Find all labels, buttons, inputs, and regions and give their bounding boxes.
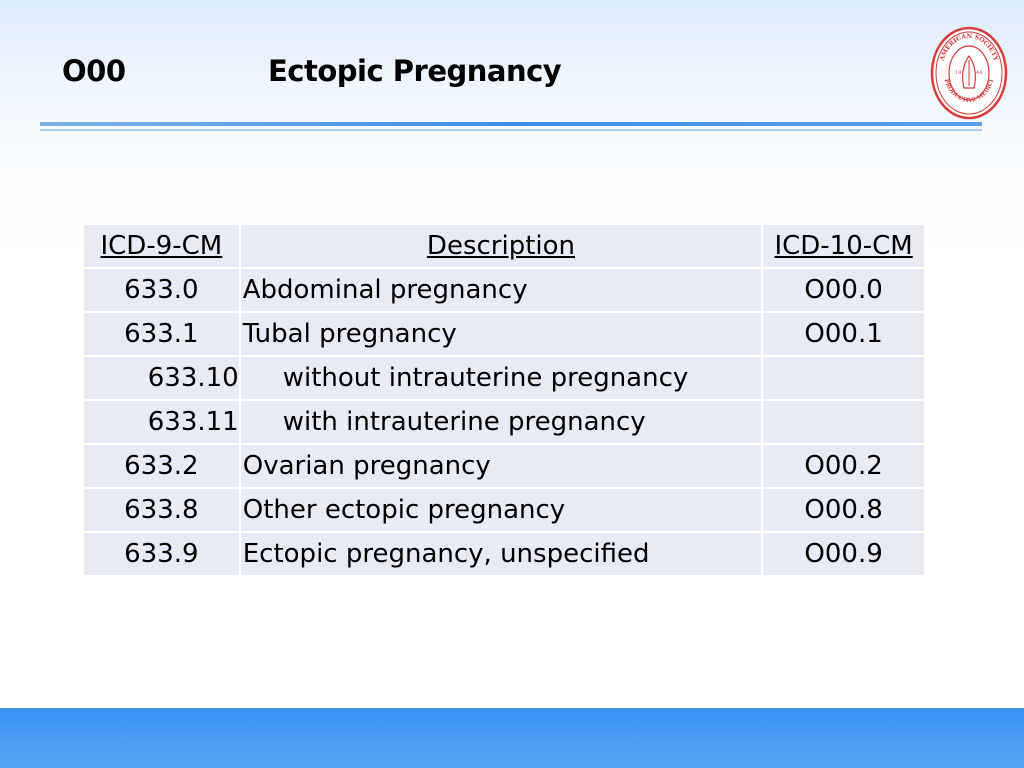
- description: Other ectopic pregnancy: [238, 487, 764, 533]
- icd9-code: 633.9: [82, 531, 241, 577]
- icd-code-table: ICD-9-CM Description ICD-10-CM 633.0 Abd…: [82, 223, 926, 577]
- title-underline-primary: [40, 122, 982, 126]
- page-title: Ectopic Pregnancy: [268, 54, 562, 88]
- header-description: Description: [238, 223, 764, 269]
- table-row: 633.1 Tubal pregnancy O00.1: [82, 311, 926, 357]
- table-row: 633.9 Ectopic pregnancy, unspecified O00…: [82, 531, 926, 577]
- icd9-code: 633.0: [82, 267, 241, 313]
- table-header-row: ICD-9-CM Description ICD-10-CM: [82, 223, 926, 269]
- table-row: 633.11 with intrauterine pregnancy: [82, 399, 926, 445]
- title-code: O00: [62, 54, 126, 88]
- icd9-code: 633.11: [82, 399, 241, 445]
- icd9-code: 633.8: [82, 487, 241, 533]
- icd9-code: 633.1: [82, 311, 241, 357]
- icd9-code: 633.10: [82, 355, 241, 401]
- icd10-code: [761, 355, 926, 401]
- table-row: 633.10 without intrauterine pregnancy: [82, 355, 926, 401]
- seal-year-right: 44: [976, 70, 982, 76]
- description: Ectopic pregnancy, unspecified: [238, 531, 764, 577]
- icd10-code: O00.1: [761, 311, 926, 357]
- icd10-code: [761, 399, 926, 445]
- description: with intrauterine pregnancy: [238, 399, 764, 445]
- icd10-code: O00.2: [761, 443, 926, 489]
- footer-bar: [0, 708, 1024, 768]
- table-row: 633.2 Ovarian pregnancy O00.2: [82, 443, 926, 489]
- asrm-seal-logo: AMERICAN SOCIETY REPRODUCTIVE MEDICINE 1…: [930, 26, 1008, 120]
- description: without intrauterine pregnancy: [238, 355, 764, 401]
- description: Tubal pregnancy: [238, 311, 764, 357]
- title-underline-secondary: [40, 129, 982, 131]
- icd10-code: O00.9: [761, 531, 926, 577]
- icd10-code: O00.8: [761, 487, 926, 533]
- icd9-code: 633.2: [82, 443, 241, 489]
- table-row: 633.8 Other ectopic pregnancy O00.8: [82, 487, 926, 533]
- seal-year-left: 19: [955, 70, 961, 76]
- header-icd9: ICD-9-CM: [82, 223, 241, 269]
- table-row: 633.0 Abdominal pregnancy O00.0: [82, 267, 926, 313]
- description: Abdominal pregnancy: [238, 267, 764, 313]
- header-icd10: ICD-10-CM: [761, 223, 926, 269]
- description: Ovarian pregnancy: [238, 443, 764, 489]
- icd10-code: O00.0: [761, 267, 926, 313]
